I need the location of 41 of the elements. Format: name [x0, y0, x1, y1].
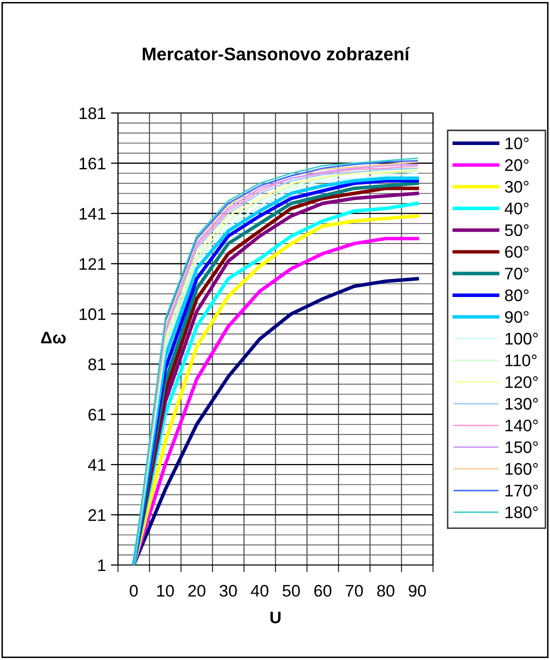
legend-label: 170° — [506, 484, 538, 497]
x-tick-label: 30 — [220, 584, 237, 597]
y-tick-label: 181 — [80, 107, 106, 120]
x-tick-label: 80 — [377, 584, 394, 597]
y-tick-label: 141 — [80, 208, 106, 220]
y-tick-label: 41 — [88, 459, 106, 471]
legend-label: 140° — [506, 420, 538, 432]
legend-label: 100° — [506, 332, 538, 345]
y-tick-label: 61 — [88, 408, 106, 421]
x-tick-label: 60 — [314, 584, 332, 597]
x-tick-label: 50 — [282, 584, 300, 597]
legend-label: 80° — [505, 289, 529, 302]
legend-label: 90° — [505, 311, 529, 323]
y-tick-label: 101 — [80, 308, 106, 320]
chart-title: Mercator-Sansonovo zobrazení — [142, 46, 410, 60]
legend-label: 20° — [505, 159, 529, 171]
legend-label: 30° — [504, 180, 529, 193]
legend-label: 120° — [506, 376, 538, 388]
x-tick-label: 70 — [346, 584, 363, 597]
y-tick-label: 161 — [80, 158, 106, 170]
x-axis-title: U — [270, 612, 280, 624]
legend-label: 180° — [506, 506, 538, 518]
y-tick-label: 121 — [80, 258, 106, 270]
x-tick-label: 10 — [157, 584, 174, 597]
legend-label: 60° — [505, 246, 529, 258]
legend-label: 150° — [506, 441, 538, 454]
y-tick-label: 81 — [88, 358, 106, 370]
x-tick-label: 40 — [250, 584, 268, 597]
x-tick-label: 90 — [408, 584, 426, 597]
legend-label: 160° — [506, 463, 538, 475]
y-axis-title: Δω — [41, 332, 66, 344]
legend-label: 130° — [506, 398, 538, 410]
legend-label: 110° — [506, 354, 537, 366]
legend-label: 70° — [505, 268, 529, 280]
y-tick-label: 1 — [98, 560, 106, 572]
y-tick-label: 21 — [88, 509, 106, 521]
legend-label: 10° — [506, 137, 529, 150]
legend-label: 40° — [504, 202, 529, 214]
x-tick-label: 20 — [188, 584, 206, 597]
x-tick-label: 0 — [130, 584, 138, 597]
legend-label: 50° — [504, 224, 529, 236]
